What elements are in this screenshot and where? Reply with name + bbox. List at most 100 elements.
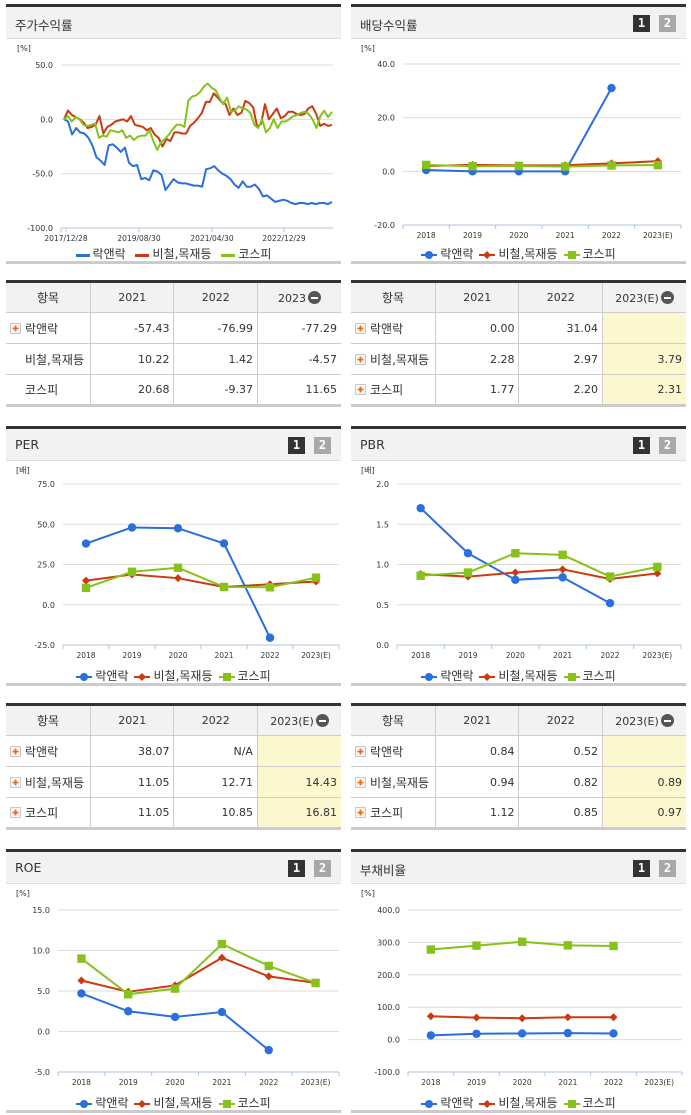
legend-label: 비철,목재등	[153, 1096, 213, 1110]
legend-label: 코스피	[582, 669, 616, 683]
legend-item-company[interactable]: 락앤락	[75, 245, 126, 262]
collapse-icon[interactable]	[660, 290, 674, 304]
legend-item-industry[interactable]: 비철,목재등	[479, 667, 558, 684]
per-table-panel: 항목 2021 2022 2023(E) 락앤락 38.07 N/A 비철,목재등 11.05 1…	[6, 703, 341, 830]
circle-marker-icon	[170, 1012, 180, 1022]
circle-marker-icon	[609, 1029, 618, 1038]
line-legend-icon	[221, 253, 236, 257]
legend-item-industry[interactable]: 비철,목재등	[479, 245, 558, 262]
row-label-cell: 코스피	[6, 375, 91, 406]
value-cell: 0.52	[518, 735, 603, 767]
legend-item-kospi[interactable]: 코스피	[563, 667, 616, 684]
legend-item-company[interactable]: 락앤락	[421, 245, 473, 262]
value-cell: 2.97	[518, 343, 603, 375]
legend-item-company[interactable]: 락앤락	[421, 1094, 473, 1111]
expand-plus-icon[interactable]	[355, 384, 366, 395]
row-label: 코스피	[25, 806, 59, 820]
value-cell: 1.12	[434, 797, 519, 829]
tab-1[interactable]: 1	[288, 437, 305, 454]
expand-plus-icon[interactable]	[10, 776, 21, 788]
x-tick-label: 2023(E)	[642, 651, 672, 660]
y-tick-label: 25.0	[37, 561, 55, 570]
column-header: 2022	[546, 291, 575, 304]
tab-1[interactable]: 1	[288, 860, 305, 877]
value-cell: 12.71	[173, 766, 258, 798]
value-cell: 0.82	[518, 766, 603, 798]
square-marker-icon	[653, 562, 662, 572]
column-header: 항목	[381, 291, 405, 305]
legend-item-company[interactable]: 락앤락	[421, 667, 473, 684]
diamond-marker-icon	[264, 972, 273, 981]
expand-plus-icon[interactable]	[355, 322, 366, 334]
panel-bottom-border	[351, 1110, 686, 1113]
value-cell: 0.84	[434, 735, 519, 767]
expand-plus-icon[interactable]	[355, 745, 366, 757]
expand-plus-icon[interactable]	[355, 776, 366, 788]
x-tick-label: 2018	[411, 651, 430, 660]
circle-marker-icon	[219, 539, 229, 548]
value-cell: 2.28	[434, 343, 519, 375]
legend-item-industry[interactable]: 비철,목재등	[135, 245, 212, 262]
tab-2[interactable]: 2	[314, 437, 331, 454]
y-tick-label: 400.0	[377, 906, 400, 915]
column-header: 2022	[201, 291, 230, 304]
legend-item-kospi[interactable]: 코스피	[563, 245, 616, 262]
value-cell	[256, 735, 341, 767]
table-row: 락앤락 -57.43 -76.99 -77.29	[6, 312, 341, 344]
stock-return-chart: [%] 50.0 0.0 -50.0 -100.0 2017/12/28 2019/08/3…	[6, 39, 341, 261]
expand-plus-icon[interactable]	[10, 745, 21, 757]
legend-item-industry[interactable]: 비철,목재등	[479, 1094, 558, 1111]
legend-item-kospi[interactable]: 코스피	[218, 1094, 271, 1111]
table-row: 락앤락 38.07 N/A	[6, 735, 341, 767]
pbr-chart: [배] 2.0 1.5 1.0 0.5 0.0 2018 2019 2020 2021 2022 20…	[351, 461, 686, 683]
diamond-marker-icon	[653, 569, 662, 578]
y-tick-label: 0.0	[376, 641, 389, 650]
tab-1[interactable]: 1	[633, 437, 650, 454]
square-marker-icon	[463, 568, 473, 577]
expand-plus-icon[interactable]	[10, 322, 21, 334]
y-unit-label: [%]	[17, 44, 31, 53]
collapse-icon[interactable]	[315, 713, 329, 727]
legend-item-company[interactable]: 락앤락	[76, 667, 128, 684]
collapse-icon[interactable]	[660, 713, 674, 727]
diamond-legend-icon	[134, 672, 151, 681]
legend-item-kospi[interactable]: 코스피	[563, 1094, 616, 1111]
row-label: 비철,목재등	[25, 775, 85, 790]
collapse-icon[interactable]	[307, 290, 321, 304]
chart-legend: 락앤락 비철,목재등 코스피	[6, 245, 341, 262]
y-tick-label: 1.0	[376, 561, 389, 570]
column-header-cell: 항목	[6, 704, 91, 736]
y-tick-label: 20.0	[377, 114, 395, 123]
stock-return-panel: 주가수익률 [%] 50.0 0.0 -50.0 -100.0 2017/12/28 201…	[6, 4, 341, 264]
y-tick-label: 2.0	[376, 480, 389, 489]
x-tick-label: 2020	[166, 1078, 185, 1087]
expand-plus-icon[interactable]	[10, 807, 21, 818]
legend-item-kospi[interactable]: 코스피	[218, 667, 271, 684]
table-header-row: 항목 2021 2022 2023	[6, 281, 341, 313]
x-tick-label: 2021	[212, 1078, 231, 1087]
series-1	[77, 953, 320, 996]
chart-legend: 락앤락 비철,목재등 코스피	[351, 1094, 686, 1111]
tab-2[interactable]: 2	[659, 15, 676, 32]
chart-legend: 락앤락 비철,목재등 코스피	[6, 1094, 341, 1111]
legend-item-industry[interactable]: 비철,목재등	[134, 1094, 213, 1111]
tab-2[interactable]: 2	[314, 860, 331, 877]
legend-item-industry[interactable]: 비철,목재등	[134, 667, 213, 684]
expand-plus-icon[interactable]	[355, 807, 366, 818]
legend-label: 락앤락	[95, 1096, 129, 1110]
y-unit-label: [%]	[16, 889, 30, 898]
diamond-marker-icon	[483, 672, 492, 681]
tab-1[interactable]: 1	[633, 15, 650, 32]
circle-marker-icon	[425, 1099, 434, 1108]
circle-marker-icon	[416, 503, 425, 513]
tab-2[interactable]: 2	[659, 860, 676, 877]
circle-marker-icon	[80, 1099, 89, 1108]
square-marker-icon	[222, 1099, 231, 1108]
legend-item-kospi[interactable]: 코스피	[221, 245, 271, 262]
legend-item-company[interactable]: 락앤락	[76, 1094, 128, 1111]
tab-1[interactable]: 1	[633, 860, 650, 877]
chart-tabs: 1 2	[633, 15, 676, 32]
tab-2[interactable]: 2	[659, 437, 676, 454]
y-unit-label: [배]	[361, 466, 375, 475]
expand-plus-icon[interactable]	[355, 353, 366, 365]
